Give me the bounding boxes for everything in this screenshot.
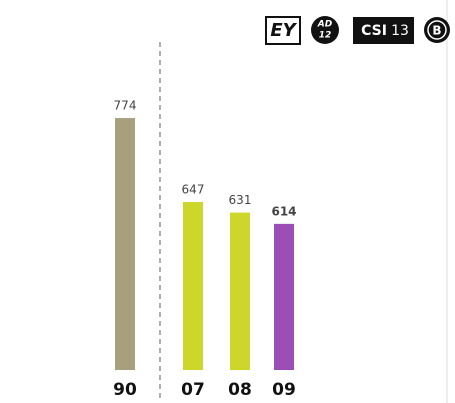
x-tick-label: 09 [272, 380, 296, 400]
value-label: 614 [271, 204, 296, 218]
b-text: B [432, 24, 441, 38]
bar [183, 202, 203, 370]
value-label: 774 [114, 99, 137, 113]
x-tick-label: 90 [113, 380, 137, 400]
csi-num: 13 [391, 23, 409, 39]
ey-text: EY [270, 20, 297, 41]
ad-badge [311, 16, 339, 44]
badges: EY AD 12 CSI 13 B [265, 16, 450, 45]
bar [274, 223, 294, 370]
value-label: 631 [229, 193, 252, 207]
ad-num: 12 [319, 31, 332, 41]
bar [230, 212, 250, 370]
bar [115, 118, 135, 370]
x-tick-label: 08 [228, 380, 252, 400]
value-label: 647 [182, 183, 205, 197]
b-ring [427, 20, 447, 40]
ad-text: AD [317, 20, 333, 30]
x-tick-label: 07 [181, 380, 205, 400]
ey-badge [265, 16, 301, 45]
csi-text: CSI [361, 23, 387, 39]
csi-badge [353, 17, 414, 44]
